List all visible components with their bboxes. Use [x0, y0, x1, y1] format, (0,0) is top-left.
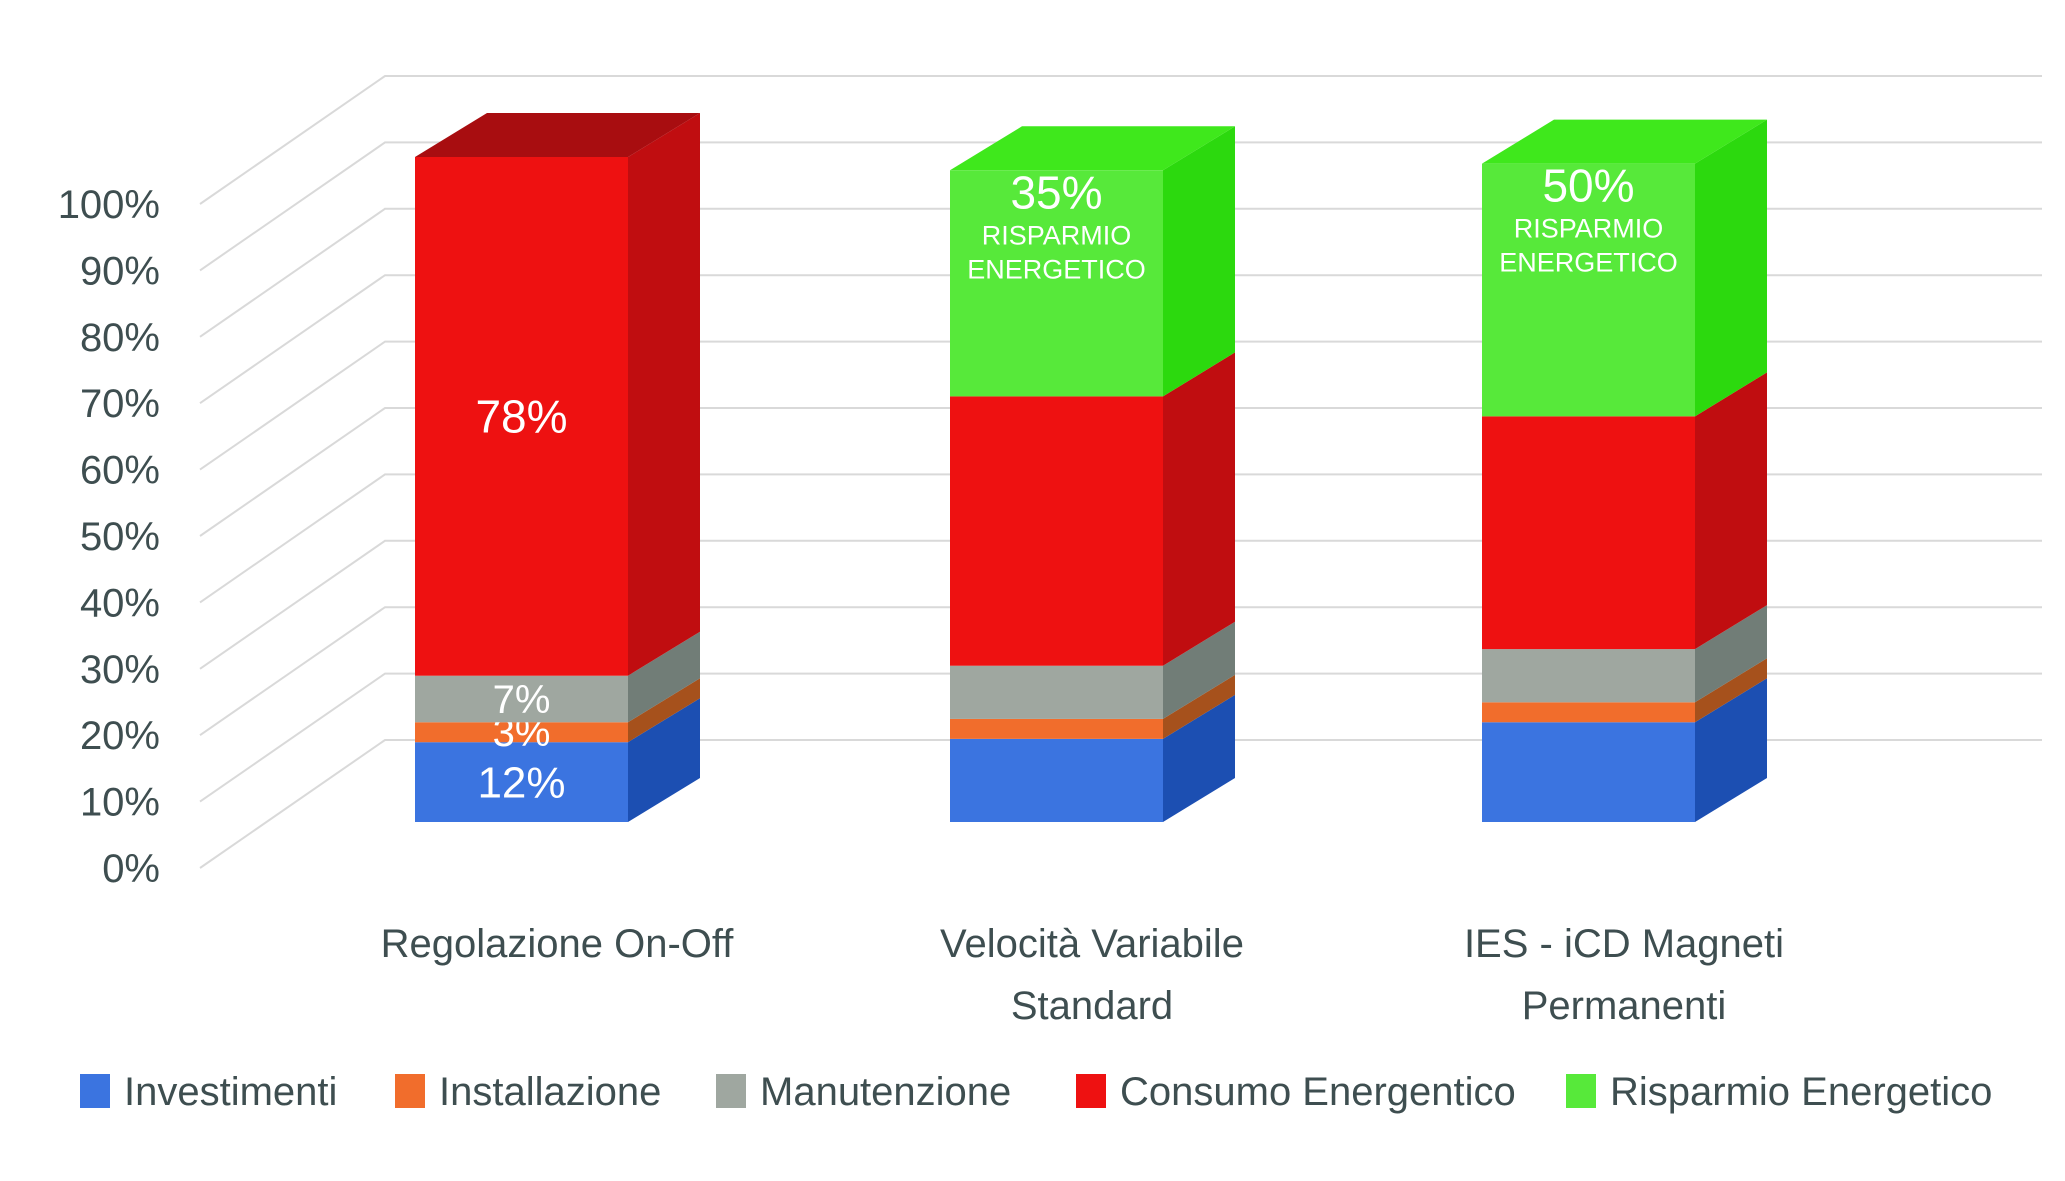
segment-side-face [628, 678, 700, 743]
segment-front-face [950, 396, 1163, 666]
segment-front-face [1482, 702, 1695, 723]
legend-label: Risparmio Energetico [1610, 1070, 1992, 1114]
bar-segment-installazione [950, 674, 1235, 739]
segment-label: 7% [493, 678, 551, 722]
bars: 12%3%7%78%35%RISPARMIOENERGETICO50%RISPA… [415, 113, 1767, 822]
segment-side-face [1163, 674, 1235, 739]
segment-side-face [628, 631, 700, 723]
segment-top-face [1482, 119, 1767, 164]
x-axis-category-labels: Regolazione On-Off Velocità Variabile Stan… [381, 922, 1784, 1028]
segment-front-face [950, 738, 1163, 822]
segment-sub-label: RISPARMIO [1514, 214, 1664, 244]
legend-item: Manutenzione [716, 1070, 1011, 1114]
legend-swatch [395, 1074, 425, 1108]
segment-side-face [1695, 678, 1767, 822]
segment-front-face [1482, 722, 1695, 822]
bar-segment-risparmio-energetico: 35%RISPARMIO ENERGETICO [950, 126, 1235, 397]
segment-front-face [950, 170, 1163, 397]
bar-0: 12%3%7%78% [415, 113, 700, 822]
y-tick-label: 70% [80, 382, 160, 426]
segment-top-face [415, 113, 700, 157]
segment-big-label: 50% [1542, 160, 1634, 212]
y-tick-label: 10% [80, 781, 160, 825]
segment-label: 78% [475, 390, 567, 442]
legend-label: Consumo Energentico [1120, 1070, 1516, 1114]
segment-side-face [628, 698, 700, 822]
segment-sub-label: ENERGETICO [1499, 248, 1678, 278]
legend-item: Installazione [395, 1070, 661, 1114]
segment-front-face [950, 718, 1163, 739]
bar-segment-consumo-energentico [1482, 372, 1767, 650]
segment-front-face [415, 722, 628, 743]
segment-side-face [1695, 119, 1767, 417]
segment-sub-label: RISPARMIO [982, 220, 1132, 250]
bar-segment-investimenti [950, 694, 1235, 822]
legend-item: Investimenti [80, 1070, 337, 1114]
bar-segment-investimenti: 12% [415, 698, 700, 822]
legend-item: Consumo Energentico [1076, 1070, 1516, 1114]
segment-side-face [1695, 372, 1767, 650]
bar-segment-manutenzione: 7% [415, 631, 700, 723]
y-tick-label: 50% [80, 515, 160, 559]
gridlines [199, 75, 2042, 869]
y-tick-label: 60% [80, 449, 160, 493]
segment-front-face [415, 675, 628, 723]
y-axis-tick-labels: 0% 10% 20% 30% 40% 50% 60% 70% 80% 90% 100% [58, 183, 160, 891]
segment-label: 12% [477, 759, 565, 808]
segment-front-face [1482, 163, 1695, 417]
segment-side-face [628, 113, 700, 676]
legend-label: Installazione [439, 1070, 661, 1114]
gridline [199, 75, 2042, 205]
category-label: Permanenti [1522, 984, 1727, 1028]
legend-label: Manutenzione [760, 1070, 1011, 1114]
legend-swatch [80, 1074, 110, 1108]
bar-segment-installazione [1482, 658, 1767, 723]
category-label: Velocità Variabile [940, 922, 1244, 966]
y-tick-label: 20% [80, 714, 160, 758]
segment-front-face [950, 665, 1163, 719]
bar-segment-consumo-energentico: 78% [415, 113, 700, 676]
bar-segment-risparmio-energetico: 50%RISPARMIO ENERGETICO [1482, 119, 1767, 417]
segment-side-face [1695, 605, 1767, 703]
legend-swatch [1566, 1074, 1596, 1108]
segment-side-face [1695, 658, 1767, 723]
segment-front-face [415, 742, 628, 822]
y-tick-label: 80% [80, 316, 160, 360]
bar-2: 50%RISPARMIO ENERGETICO [1482, 119, 1767, 822]
legend: Investimenti Installazione Manutenzione Con… [80, 1070, 1992, 1114]
y-tick-label: 100% [58, 183, 160, 227]
legend-swatch [1076, 1074, 1106, 1108]
segment-side-face [1163, 126, 1235, 397]
y-tick-label: 0% [102, 847, 160, 891]
segment-front-face [1482, 416, 1695, 650]
bar-segment-investimenti [1482, 678, 1767, 822]
category-label: Standard [1011, 984, 1173, 1028]
y-tick-label: 90% [80, 249, 160, 293]
segment-side-face [1163, 352, 1235, 666]
category-label: IES - iCD Magneti [1464, 922, 1784, 966]
segment-side-face [1163, 694, 1235, 822]
gridline [199, 141, 2042, 272]
segment-top-face [950, 126, 1235, 171]
legend-label: Investimenti [124, 1070, 337, 1114]
segment-front-face [1482, 649, 1695, 703]
segment-front-face [415, 157, 628, 676]
legend-swatch [716, 1074, 746, 1108]
segment-sub-label: ENERGETICO [967, 254, 1146, 284]
bar-1: 35%RISPARMIO ENERGETICO [950, 126, 1235, 822]
category-label: Regolazione On-Off [381, 922, 735, 966]
y-tick-label: 40% [80, 581, 160, 625]
legend-item: Risparmio Energetico [1566, 1070, 1992, 1114]
segment-side-face [1163, 621, 1235, 719]
y-tick-label: 30% [80, 648, 160, 692]
segment-big-label: 35% [1010, 166, 1102, 218]
bar-segment-manutenzione [950, 621, 1235, 719]
bar-segment-consumo-energentico [950, 352, 1235, 666]
bar-segment-manutenzione [1482, 605, 1767, 703]
